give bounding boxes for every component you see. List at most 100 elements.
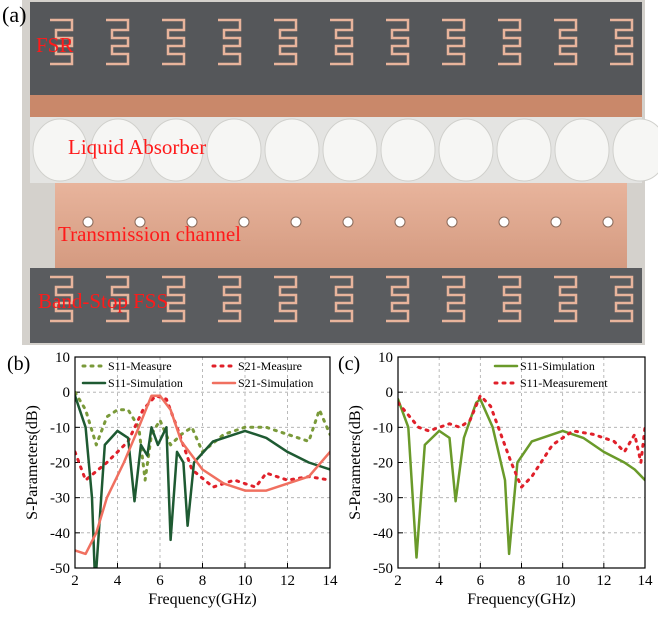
legend-label: S11-Measure bbox=[108, 359, 172, 373]
hole bbox=[394, 216, 406, 228]
dome bbox=[206, 118, 262, 182]
pattern bbox=[554, 275, 578, 323]
x-tick-label: 14 bbox=[323, 573, 339, 589]
hole bbox=[550, 216, 562, 228]
x-axis-title: Frequency(GHz) bbox=[148, 591, 256, 608]
pattern bbox=[106, 275, 130, 323]
pattern bbox=[162, 18, 186, 66]
pattern bbox=[162, 275, 186, 323]
y-tick-label: -20 bbox=[50, 456, 70, 472]
y-axis-title: S-Parameters(dB) bbox=[347, 405, 364, 520]
y-tick-label: 0 bbox=[386, 385, 394, 401]
pattern bbox=[106, 18, 130, 66]
dome bbox=[264, 118, 320, 182]
legend-label: S11-Measurement bbox=[520, 376, 608, 390]
dome bbox=[90, 118, 146, 182]
annotation: Band-Stop FSS bbox=[38, 289, 168, 313]
y-tick-label: -10 bbox=[50, 420, 70, 436]
x-tick-label: 10 bbox=[555, 573, 570, 589]
dome bbox=[32, 118, 88, 182]
y-tick-label: -30 bbox=[373, 491, 393, 507]
x-tick-label: 14 bbox=[638, 573, 654, 589]
pattern bbox=[50, 18, 74, 66]
plot-frame bbox=[74, 356, 331, 569]
y-axis-title: S-Parameters(dB) bbox=[24, 405, 41, 520]
pattern bbox=[610, 275, 634, 323]
line bbox=[75, 394, 330, 556]
pattern bbox=[386, 275, 410, 323]
annotation: FSR bbox=[36, 33, 73, 57]
x-tick-label: 8 bbox=[199, 573, 207, 589]
annotation: Transmission channel bbox=[58, 222, 241, 246]
y-tick-label: -40 bbox=[50, 526, 70, 542]
pattern bbox=[498, 275, 522, 323]
x-axis-title: Frequency(GHz) bbox=[467, 591, 575, 608]
x-tick-label: 10 bbox=[238, 573, 253, 589]
pattern bbox=[50, 275, 74, 323]
pattern bbox=[330, 18, 354, 66]
dome bbox=[612, 118, 658, 182]
hole bbox=[602, 216, 614, 228]
y-tick-label: 10 bbox=[378, 350, 393, 366]
dome bbox=[380, 118, 436, 182]
y-tick-label: 10 bbox=[55, 350, 70, 366]
pattern bbox=[274, 275, 298, 323]
y-tick-label: 0 bbox=[63, 385, 71, 401]
pattern bbox=[442, 275, 466, 323]
x-tick-label: 6 bbox=[156, 573, 164, 589]
hole bbox=[186, 216, 198, 228]
line bbox=[75, 390, 330, 482]
legend-label: S11-Simulation bbox=[108, 376, 183, 390]
photo: (a) FSR Liquid Absorber Transmission cha… bbox=[2, 0, 658, 345]
pattern bbox=[330, 275, 354, 323]
annotation: Liquid Absorber bbox=[68, 135, 206, 159]
pattern bbox=[386, 18, 410, 66]
dome bbox=[554, 118, 610, 182]
dome bbox=[322, 118, 378, 182]
hole bbox=[342, 216, 354, 228]
y-tick-label: -30 bbox=[50, 491, 70, 507]
dome bbox=[148, 118, 204, 182]
y-tick-label: -10 bbox=[373, 420, 393, 436]
dome bbox=[496, 118, 552, 182]
legend-label: S21-Measure bbox=[238, 359, 302, 373]
x-tick-label: 12 bbox=[280, 573, 295, 589]
y-tick-label: -50 bbox=[373, 561, 393, 577]
hole bbox=[82, 216, 94, 228]
legend-label: S21-Simulation bbox=[238, 376, 313, 390]
hole bbox=[134, 216, 146, 228]
pattern bbox=[274, 18, 298, 66]
panel-label: (c) bbox=[338, 353, 360, 375]
pattern bbox=[218, 275, 242, 323]
panel-label: (b) bbox=[7, 353, 30, 375]
y-tick-label: -40 bbox=[373, 526, 393, 542]
y-tick-label: -20 bbox=[373, 456, 393, 472]
y-tick-label: -50 bbox=[50, 561, 70, 577]
x-tick-label: 2 bbox=[71, 573, 79, 589]
chart: (c) -50 -40 -30 -20 -10 0 10 2 4 6 8 10 12 14 S-Paramet… bbox=[338, 350, 653, 608]
line bbox=[75, 394, 330, 568]
pattern bbox=[442, 18, 466, 66]
dome bbox=[438, 118, 494, 182]
x-tick-label: 12 bbox=[596, 573, 611, 589]
hole bbox=[446, 216, 458, 228]
x-tick-label: 6 bbox=[477, 573, 485, 589]
pattern bbox=[610, 18, 634, 66]
pattern bbox=[498, 18, 522, 66]
chart: (b) -50 -40 -30 -20 -10 0 10 2 4 6 8 10 12 14 S-Paramet… bbox=[7, 350, 338, 608]
plot-frame bbox=[397, 356, 646, 569]
hole bbox=[238, 216, 250, 228]
pattern bbox=[218, 18, 242, 66]
line bbox=[398, 397, 645, 559]
hole bbox=[498, 216, 510, 228]
x-tick-label: 4 bbox=[435, 573, 443, 589]
x-tick-label: 2 bbox=[394, 573, 402, 589]
line bbox=[398, 394, 645, 489]
panel-label: (a) bbox=[2, 2, 26, 27]
x-tick-label: 8 bbox=[518, 573, 526, 589]
hole bbox=[290, 216, 302, 228]
legend-label: S11-Simulation bbox=[520, 359, 595, 373]
x-tick-label: 4 bbox=[114, 573, 122, 589]
pattern bbox=[554, 18, 578, 66]
